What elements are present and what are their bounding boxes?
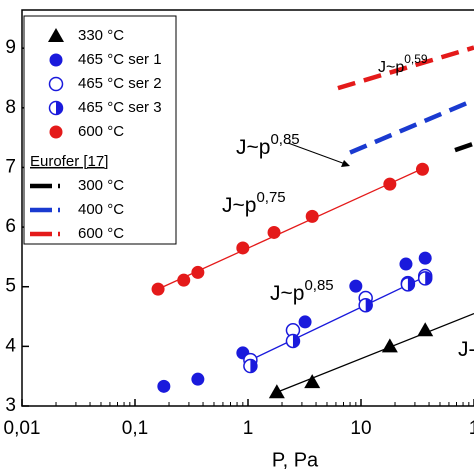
plot-frame <box>21 9 474 407</box>
marker <box>48 76 64 92</box>
legend-label: 400 °C <box>78 201 124 218</box>
annotation-sup: 0,85 <box>270 131 299 148</box>
marker <box>177 273 191 287</box>
x-tick-label: 0,1 <box>122 418 148 439</box>
fit-line <box>247 274 430 362</box>
marker <box>298 315 312 329</box>
marker-half <box>407 277 415 291</box>
annotation-text: J~p <box>222 194 256 217</box>
legend-group-title: Eurofer [17] <box>30 153 108 170</box>
legend-label: 600 °C <box>78 123 124 140</box>
legend-label: 300 °C <box>78 177 124 194</box>
marker <box>48 100 64 116</box>
annotation: J~p0,85 <box>236 131 300 159</box>
marker <box>243 358 258 374</box>
legend-label: 600 °C <box>78 225 124 242</box>
y-tick-label: 8 <box>5 97 16 118</box>
marker <box>236 241 250 255</box>
x-tick-label: 10 <box>350 418 371 439</box>
legend-box <box>23 15 177 245</box>
annotation-text: J- <box>458 338 474 361</box>
annotation-sup: 0,85 <box>304 277 333 294</box>
marker <box>418 251 432 265</box>
annotation-text: J~p <box>236 136 270 159</box>
arrow <box>287 142 349 166</box>
x-tick-label: 1 <box>243 418 254 439</box>
legend-label: 465 °C ser 1 <box>78 51 162 68</box>
y-tick-label: 4 <box>5 335 16 356</box>
marker-half <box>250 359 257 373</box>
annotation: J- <box>458 338 474 361</box>
marker <box>417 322 434 337</box>
marker-half <box>56 101 63 115</box>
arrow-head <box>341 160 350 167</box>
marker <box>151 282 165 296</box>
marker-half <box>425 271 432 285</box>
y-tick-label: 9 <box>5 37 16 58</box>
legend: 330 °C 465 °C ser 1 465 °C ser 2 465 °C ser… <box>23 15 177 245</box>
reference-line <box>349 97 474 155</box>
marker <box>285 333 301 349</box>
marker <box>191 372 205 386</box>
marker <box>383 177 397 191</box>
y-tick-label: 5 <box>5 276 16 297</box>
marker <box>417 271 433 286</box>
annotation: J~p0,59 <box>378 52 428 76</box>
reference-line <box>337 45 474 91</box>
marker <box>415 162 429 176</box>
annotation-text: J~p <box>378 59 404 76</box>
x-tick-label: 0,01 <box>4 418 41 439</box>
marker <box>399 257 413 271</box>
marker <box>49 125 63 139</box>
marker <box>400 277 416 292</box>
annotation-sup: 0,75 <box>256 189 285 206</box>
marker <box>358 297 373 313</box>
marker <box>349 279 363 293</box>
marker <box>49 53 63 67</box>
annotation: J~p0,75 <box>222 189 286 217</box>
y-tick-label: 3 <box>5 395 16 416</box>
reference-line <box>454 141 474 153</box>
marker-half <box>292 334 300 348</box>
marker <box>157 379 171 393</box>
annotation-sup: 0,59 <box>404 52 428 66</box>
y-tick-label: 6 <box>5 216 16 237</box>
marker <box>268 384 285 399</box>
marker <box>381 338 398 353</box>
marker <box>48 28 64 42</box>
legend-label: 465 °C ser 3 <box>78 99 162 116</box>
marker <box>305 209 319 223</box>
marker-half <box>365 298 373 312</box>
y-tick-label: 7 <box>5 156 16 177</box>
x-tick-label: 1 <box>469 418 474 439</box>
annotation: J~p0,85 <box>270 277 334 305</box>
legend-label: 465 °C ser 2 <box>78 75 162 92</box>
marker <box>304 374 321 389</box>
annotation-text: J~p <box>270 282 304 305</box>
marker <box>267 225 281 239</box>
legend-label: 330 °C <box>78 27 124 44</box>
marker <box>191 265 205 279</box>
x-axis-label: P, Pa <box>272 449 319 471</box>
